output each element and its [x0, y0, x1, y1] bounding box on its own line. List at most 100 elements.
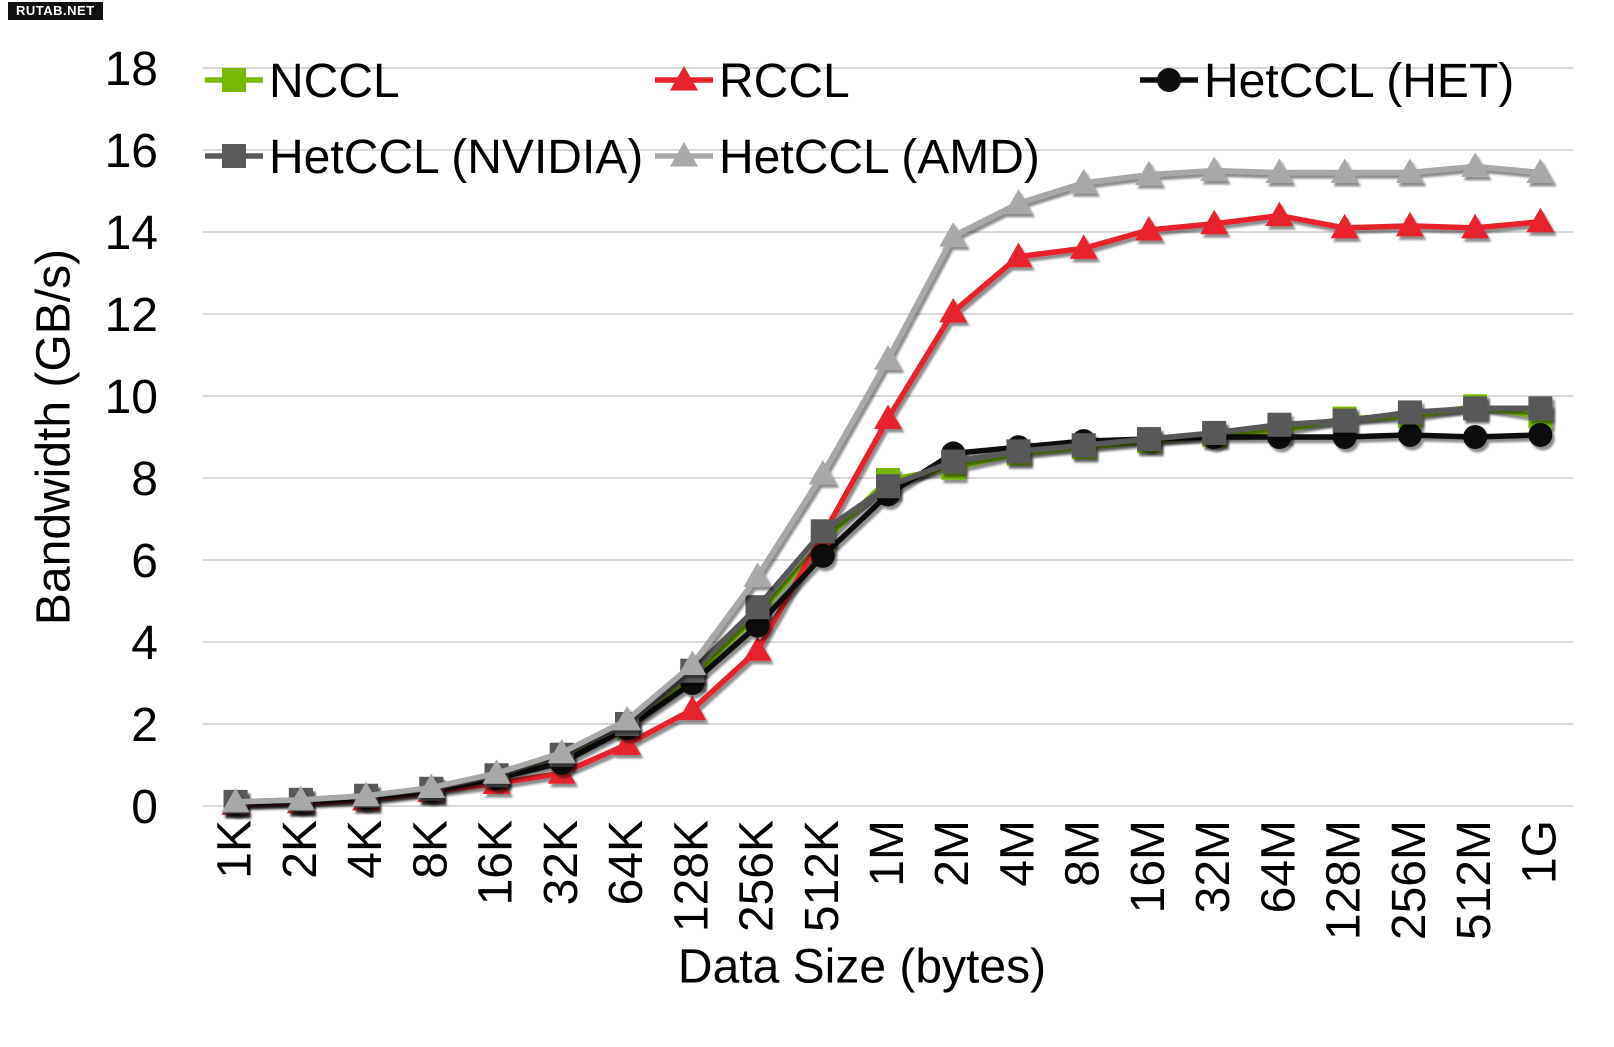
y-tick-label: 0: [131, 781, 158, 834]
y-tick-label: 6: [131, 535, 158, 588]
data-point-marker: [670, 142, 698, 167]
data-point-marker: [1463, 425, 1488, 449]
y-tick-label: 14: [105, 207, 158, 260]
legend-label: HetCCL (AMD): [719, 131, 1040, 184]
data-point-marker: [670, 66, 698, 91]
data-point-marker: [547, 738, 576, 764]
y-tick-label: 18: [105, 43, 158, 96]
x-tick-label: 1M: [861, 820, 914, 887]
legend-label: RCCL: [719, 55, 850, 108]
series-line: [235, 405, 1541, 805]
data-point-marker: [482, 759, 511, 784]
data-point-marker: [874, 345, 902, 370]
data-point-marker: [939, 222, 968, 247]
data-point-marker: [1069, 234, 1098, 259]
x-tick-label: 128K: [665, 820, 718, 932]
data-point-marker: [874, 404, 902, 430]
x-tick-label: 4K: [339, 820, 392, 879]
x-axis-ticks: 1K 2K 4K 8K 16K 32K 64K 128K 256K 512K 1M 2M 4M 8M 16M…: [209, 820, 1567, 940]
data-point-marker: [1463, 396, 1488, 421]
x-tick-label: 8K: [404, 820, 457, 879]
data-point-marker: [1265, 158, 1294, 184]
x-tick-label: 32K: [535, 820, 588, 905]
data-point-marker: [1461, 152, 1490, 177]
data-point-marker: [1071, 433, 1096, 458]
y-tick-label: 16: [105, 125, 158, 178]
legend-item-hetccl-nvidia: HetCCL (NVIDIA): [205, 131, 643, 184]
legend-item-nccl: NCCL: [205, 55, 400, 108]
data-point-marker: [221, 787, 250, 813]
x-tick-label: 256M: [1383, 820, 1436, 940]
data-point-marker: [1265, 201, 1294, 227]
data-point-marker: [1526, 158, 1555, 184]
data-point-marker: [941, 449, 966, 474]
data-point-marker: [1136, 427, 1161, 452]
x-tick-label: 4M: [991, 820, 1044, 887]
data-point-marker: [1330, 158, 1359, 184]
data-point-marker: [1200, 156, 1229, 181]
x-tick-label: 2M: [926, 820, 979, 887]
y-axis-ticks: 0 2 4 6 8 10 12 14 16 18: [105, 43, 158, 834]
data-point-marker: [352, 781, 381, 807]
data-point-marker: [1528, 422, 1553, 447]
data-point-marker: [678, 650, 707, 676]
x-tick-label: 2K: [274, 820, 327, 879]
x-tick-label: 256K: [731, 820, 784, 932]
data-point-marker: [1526, 207, 1555, 233]
data-point-marker: [1200, 209, 1229, 235]
series-hetccl-amd: [221, 152, 1555, 813]
data-point-marker: [613, 705, 642, 731]
y-axis-title: Bandwidth (GB/s): [27, 248, 81, 626]
x-tick-label: 512K: [796, 820, 849, 932]
x-axis-title: Data Size (bytes): [677, 940, 1047, 994]
data-point-marker: [613, 730, 642, 755]
data-point-marker: [1395, 211, 1424, 237]
data-point-marker: [745, 613, 770, 638]
series-line: [235, 212, 1541, 808]
series-hetccl-nvidia: [223, 396, 1553, 814]
data-point-marker: [417, 773, 446, 799]
series-rccl: [221, 201, 1555, 815]
data-point-marker: [678, 695, 707, 721]
series-line: [235, 403, 1541, 806]
series-nccl: [223, 394, 1553, 815]
x-tick-label: 16M: [1122, 820, 1175, 913]
x-tick-label: 1G: [1513, 820, 1566, 884]
data-point-marker: [1395, 158, 1424, 184]
x-tick-label: 64M: [1252, 820, 1305, 913]
data-point-marker: [1461, 213, 1490, 239]
legend-label: HetCCL (HET): [1204, 55, 1514, 108]
y-tick-label: 8: [131, 453, 158, 506]
legend-label: NCCL: [269, 55, 400, 108]
y-tick-label: 12: [105, 289, 158, 342]
x-tick-label: 32M: [1187, 820, 1240, 913]
x-tick-label: 128M: [1318, 820, 1371, 940]
data-point-marker: [808, 459, 837, 485]
data-point-marker: [1397, 422, 1422, 447]
y-tick-label: 2: [131, 699, 158, 752]
data-point-marker: [745, 595, 770, 620]
data-point-marker: [1528, 396, 1553, 421]
legend-label: HetCCL (NVIDIA): [269, 131, 643, 184]
x-tick-label: 1K: [209, 820, 262, 879]
legend-item-rccl: RCCL: [655, 55, 850, 108]
data-point-marker: [1006, 439, 1031, 464]
data-point-marker: [743, 562, 772, 587]
data-point-marker: [939, 297, 968, 323]
watermark-badge: RUTAB.NET: [8, 2, 103, 20]
x-tick-label: 16K: [470, 820, 523, 905]
legend-item-hetccl-het: HetCCL (HET): [1140, 55, 1514, 108]
y-tick-label: 4: [131, 617, 158, 670]
x-tick-label: 512M: [1448, 820, 1501, 940]
data-point-marker: [1134, 160, 1163, 186]
data-point-marker: [1267, 412, 1292, 437]
data-point-marker: [1397, 400, 1422, 425]
data-point-marker: [1134, 215, 1163, 241]
legend-item-hetccl-amd: HetCCL (AMD): [655, 131, 1040, 184]
x-tick-label: 8M: [1057, 820, 1110, 887]
data-point-marker: [222, 68, 246, 92]
x-tick-label: 64K: [600, 820, 653, 905]
data-point-marker: [876, 474, 900, 499]
